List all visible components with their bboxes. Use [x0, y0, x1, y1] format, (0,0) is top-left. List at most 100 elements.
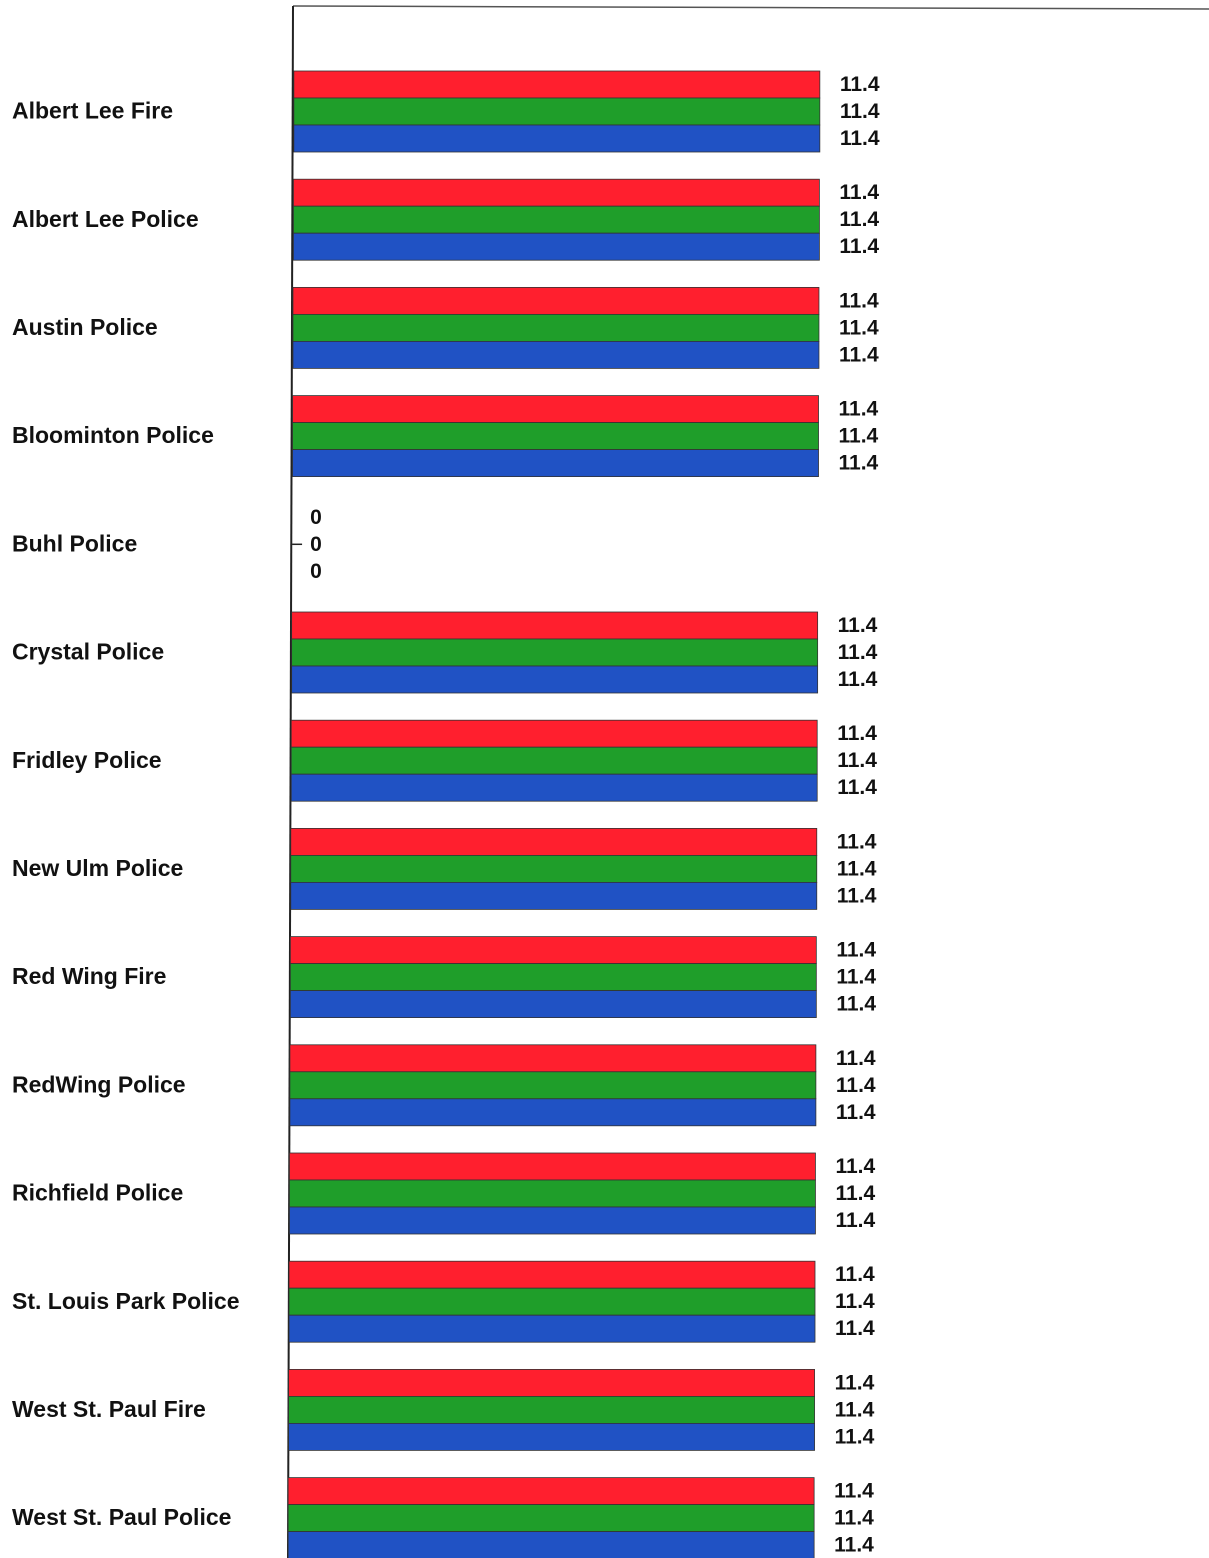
- data-label: 11.4: [839, 398, 879, 421]
- category-labels: Albert Lee Fire Albert Lee Police Austin P…: [12, 98, 240, 1531]
- bar: [289, 1206, 816, 1235]
- data-label: 11.4: [834, 1507, 874, 1530]
- bar: [292, 286, 820, 315]
- data-label: 11.4: [835, 1425, 875, 1448]
- data-label: 11.4: [839, 181, 879, 204]
- bar: [292, 178, 820, 207]
- data-label: 11.4: [837, 857, 877, 880]
- category-label: West St. Paul Fire: [12, 1396, 206, 1422]
- bar: [289, 1044, 817, 1073]
- bar: [292, 340, 820, 369]
- data-label: 11.4: [835, 1371, 875, 1394]
- bar: [288, 1396, 815, 1424]
- data-label: 11.4: [839, 289, 879, 312]
- category-label: Fridley Police: [12, 747, 162, 773]
- category-label: New Ulm Police: [12, 855, 183, 881]
- bar: [293, 124, 821, 153]
- category-label: West St. Paul Police: [12, 1504, 231, 1530]
- bar: [290, 773, 818, 802]
- data-label: 11.4: [836, 993, 876, 1016]
- data-label: 11.4: [838, 668, 878, 691]
- bar: [289, 936, 817, 964]
- category-label: Richfield Police: [12, 1180, 183, 1206]
- bar: [291, 638, 819, 667]
- data-label: 11.4: [835, 1209, 875, 1232]
- data-label: 11.4: [840, 127, 880, 150]
- data-label: 0: [310, 533, 322, 556]
- data-label: 11.4: [835, 1290, 875, 1313]
- data-label: 11.4: [835, 1155, 875, 1178]
- category-label: Crystal Police: [12, 639, 164, 665]
- category-label: Albert Lee Police: [12, 206, 199, 232]
- bar: [287, 1477, 815, 1505]
- bar: [289, 1179, 816, 1208]
- data-label: 11.4: [836, 1101, 876, 1124]
- data-label: 11.4: [836, 939, 876, 962]
- bar: [289, 1071, 817, 1100]
- data-label: 11.4: [835, 1263, 875, 1286]
- bar: [292, 313, 820, 342]
- bar: [290, 746, 818, 775]
- bar: [289, 1098, 817, 1127]
- bar: [292, 422, 819, 451]
- data-label: 11.4: [839, 343, 879, 366]
- bar: [293, 70, 821, 99]
- bar: [292, 205, 820, 234]
- category-label: RedWing Police: [12, 1071, 186, 1097]
- bar: [291, 611, 819, 640]
- bar: [291, 665, 819, 694]
- chart-top-border: [292, 5, 1209, 10]
- data-label: 11.4: [838, 614, 878, 637]
- data-label: 11.4: [836, 1047, 876, 1070]
- bar: [289, 990, 817, 1018]
- data-label: 11.4: [839, 208, 879, 231]
- category-label: Buhl Police: [12, 530, 137, 556]
- bar: [293, 97, 821, 126]
- bar: [287, 1531, 815, 1558]
- bars: [287, 70, 821, 1558]
- data-label: 11.4: [838, 641, 878, 664]
- data-label: 11.4: [836, 966, 876, 989]
- category-label: Austin Police: [12, 314, 158, 340]
- data-label: 11.4: [837, 722, 877, 745]
- bar: [290, 855, 818, 883]
- category-label: Red Wing Fire: [12, 963, 166, 989]
- bar: [288, 1314, 816, 1343]
- bar: [289, 963, 817, 991]
- category-label: Albert Lee Fire: [12, 98, 173, 124]
- data-label: 11.4: [840, 73, 880, 96]
- data-label: 11.4: [840, 100, 880, 123]
- data-label: 11.4: [834, 1534, 874, 1557]
- bar: [288, 1260, 816, 1289]
- data-label: 0: [310, 560, 322, 583]
- bar: [289, 1152, 816, 1181]
- bar: [292, 395, 819, 424]
- bar: [287, 1504, 815, 1532]
- data-label: 11.4: [837, 884, 877, 907]
- bar: [290, 882, 818, 910]
- bar: [290, 719, 818, 748]
- category-label: Bloominton Police: [12, 422, 214, 448]
- data-label: 11.4: [839, 425, 879, 448]
- data-label: 11.4: [837, 830, 877, 853]
- bar: [288, 1287, 816, 1316]
- bar: [292, 232, 820, 261]
- data-label: 11.4: [839, 452, 879, 475]
- bar: [292, 449, 819, 478]
- data-label: 0: [310, 506, 322, 529]
- data-label: 11.4: [837, 776, 877, 799]
- data-label: 11.4: [839, 235, 879, 258]
- bar: [288, 1369, 815, 1397]
- data-label: 11.4: [835, 1182, 875, 1205]
- data-label: 11.4: [839, 316, 879, 339]
- value-labels: 11.4 11.4 11.4 11.4 11.4 11.4 11.4 11.4 11.4 11.4…: [310, 73, 880, 1557]
- data-label: 11.4: [837, 749, 877, 772]
- data-label: 11.4: [836, 1074, 876, 1097]
- data-label: 11.4: [834, 1480, 874, 1503]
- bar: [288, 1423, 815, 1451]
- data-label: 11.4: [835, 1398, 875, 1421]
- category-label: St. Louis Park Police: [12, 1288, 240, 1314]
- bar: [290, 828, 818, 856]
- data-label: 11.4: [835, 1317, 875, 1340]
